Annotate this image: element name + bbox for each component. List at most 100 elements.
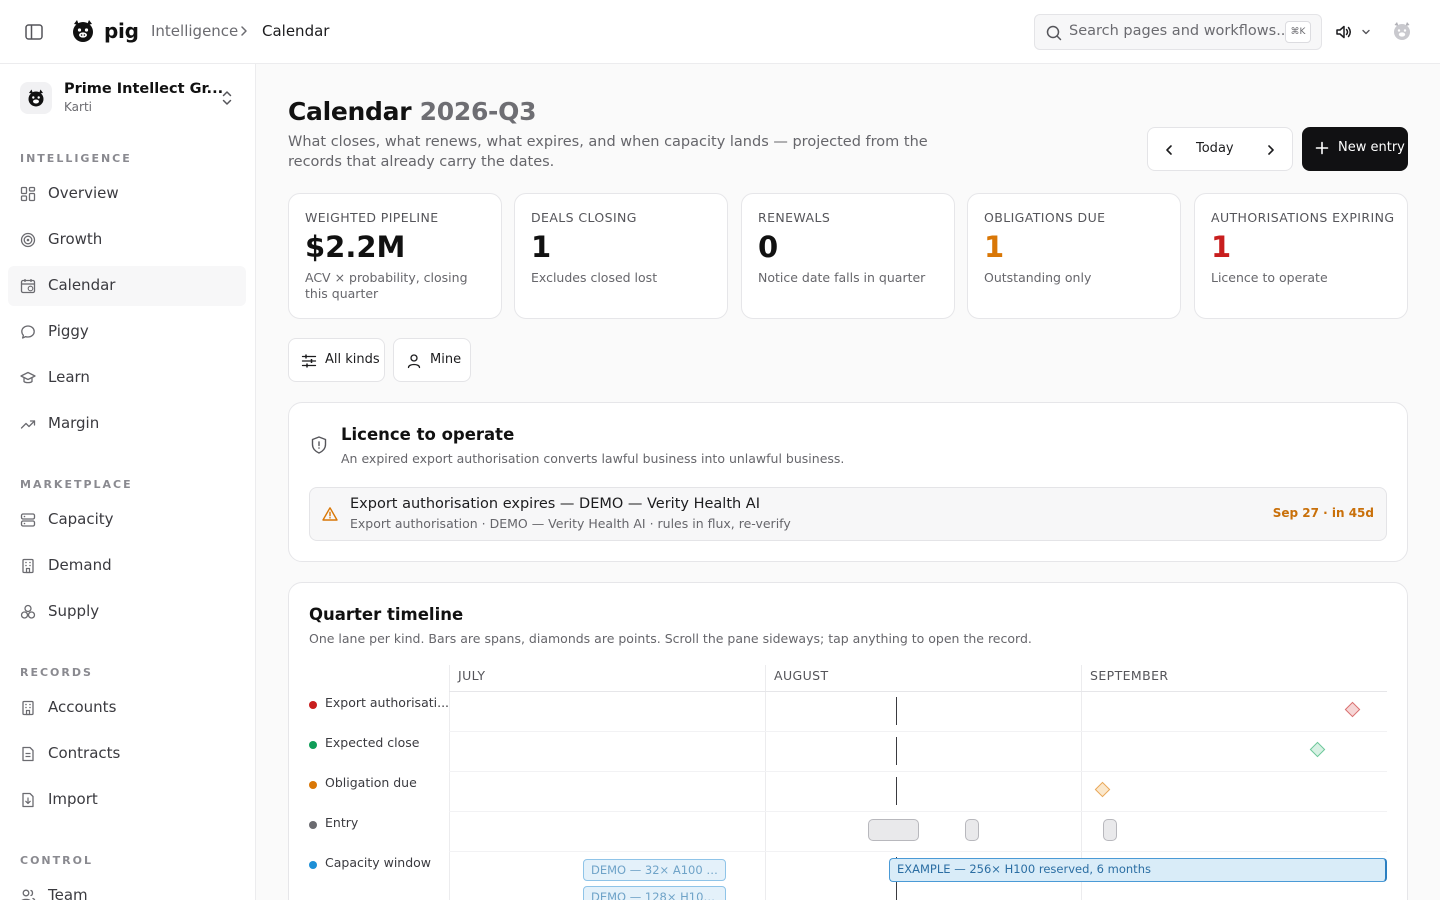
lane-divider — [449, 731, 1387, 732]
lane-capacity-window[interactable]: Capacity window — [309, 855, 439, 875]
chevron-down-icon[interactable] — [1360, 26, 1372, 38]
sliders-icon — [301, 353, 317, 369]
stat-card-authorisations-expiring: AUTHORISATIONS EXPIRING 1 Licence to ope… — [1194, 193, 1408, 319]
search-placeholder: Search pages and workflows... — [1069, 23, 1291, 39]
sidebar-item-import[interactable]: Import — [8, 780, 246, 820]
chevron-right-icon[interactable] — [1262, 141, 1280, 159]
breadcrumb-intelligence[interactable]: Intelligence — [151, 22, 239, 40]
lane-dot — [309, 701, 317, 709]
sidebar: Prime Intellect Gr... Karti INTELLIGENCE… — [0, 64, 256, 900]
sidebar-item-accounts[interactable]: Accounts — [8, 688, 246, 728]
document-icon — [20, 746, 36, 762]
plus-icon — [1315, 141, 1329, 155]
sidebar-item-label: Piggy — [48, 322, 89, 340]
search-icon — [1045, 24, 1063, 42]
search-input[interactable]: Search pages and workflows... ⌘K — [1034, 14, 1322, 50]
stat-label: DEALS CLOSING — [531, 210, 637, 225]
page-period: 2026-Q3 — [419, 97, 537, 126]
today-marker — [896, 777, 897, 805]
sidebar-item-overview[interactable]: Overview — [8, 174, 246, 214]
stat-value: 1 — [984, 230, 1005, 264]
pig-logo-icon[interactable] — [70, 18, 96, 44]
chevron-right-icon — [238, 24, 250, 38]
calendar-icon — [20, 278, 36, 294]
stat-note: Excludes closed lost — [531, 270, 658, 285]
section-label-control: CONTROL — [20, 854, 93, 867]
filter-all-kinds[interactable]: All kinds — [288, 338, 385, 382]
export-authorisation-point[interactable] — [1344, 701, 1361, 718]
month-label-september: SEPTEMBER — [1090, 668, 1169, 683]
lane-entry[interactable]: Entry — [309, 815, 439, 835]
trending-up-icon — [20, 416, 36, 432]
new-entry-button[interactable]: New entry — [1302, 127, 1408, 171]
month-divider — [765, 665, 766, 900]
stat-note: ACV × probability, closing this quarter — [305, 270, 468, 301]
sidebar-item-team[interactable]: Team — [8, 876, 246, 900]
org-avatar-icon — [20, 82, 52, 114]
filter-label: Mine — [430, 352, 462, 367]
capacity-bar[interactable]: EXAMPLE — 256× H100 reserved, 6 months — [889, 858, 1387, 882]
sidebar-item-supply[interactable]: Supply — [8, 592, 246, 632]
sidebar-item-learn[interactable]: Learn — [8, 358, 246, 398]
stat-card-renewals: RENEWALS 0 Notice date falls in quarter — [741, 193, 955, 319]
authorisation-alert-row[interactable]: Export authorisation expires — DEMO — Ve… — [309, 487, 1387, 541]
speaker-icon[interactable] — [1334, 22, 1354, 42]
section-label-intelligence: INTELLIGENCE — [20, 152, 132, 165]
sidebar-item-label: Supply — [48, 602, 100, 620]
sidebar-item-label: Overview — [48, 184, 119, 202]
licence-to-operate-card: Licence to operate An expired export aut… — [288, 402, 1408, 562]
lane-divider — [449, 851, 1387, 852]
stat-label: AUTHORISATIONS EXPIRING — [1211, 210, 1395, 225]
card-title: Licence to operate — [341, 425, 515, 444]
org-user: Karti — [64, 100, 92, 114]
capacity-bar[interactable]: DEMO — 128× H100 re... — [583, 886, 726, 900]
filter-mine[interactable]: Mine — [393, 338, 471, 382]
sidebar-item-label: Calendar — [48, 276, 116, 294]
month-divider — [1081, 665, 1082, 900]
lane-export-authorisation[interactable]: Export authorisati... — [309, 695, 449, 715]
sidebar-item-capacity[interactable]: Capacity — [8, 500, 246, 540]
search-shortcut: ⌘K — [1285, 21, 1311, 43]
sidebar-item-calendar[interactable]: Calendar — [8, 266, 246, 306]
lane-obligation-due[interactable]: Obligation due — [309, 775, 439, 795]
sidebar-item-label: Import — [48, 790, 98, 808]
sidebar-item-label: Learn — [48, 368, 90, 386]
sidebar-item-piggy[interactable]: Piggy — [8, 312, 246, 352]
today-button[interactable]: Today — [1196, 141, 1234, 156]
sidebar-item-contracts[interactable]: Contracts — [8, 734, 246, 774]
brand-name[interactable]: pig — [104, 19, 139, 43]
stat-note: Licence to operate — [1211, 270, 1328, 285]
obligation-due-point[interactable] — [1094, 781, 1111, 798]
entry-point[interactable] — [965, 819, 979, 841]
lane-expected-close[interactable]: Expected close — [309, 735, 439, 755]
alert-title: Export authorisation expires — DEMO — Ve… — [350, 496, 760, 512]
org-switcher[interactable]: Prime Intellect Gr... Karti — [20, 81, 244, 115]
sidebar-toggle-icon[interactable] — [22, 20, 46, 44]
org-name: Prime Intellect Gr... — [64, 81, 224, 97]
section-label-marketplace: MARKETPLACE — [20, 478, 133, 491]
top-bar: pig Intelligence Calendar Search pages a… — [0, 0, 1440, 64]
target-icon — [20, 232, 36, 248]
stat-label: RENEWALS — [758, 210, 831, 225]
quarter-timeline-card: Quarter timeline One lane per kind. Bars… — [288, 582, 1408, 900]
chevron-left-icon[interactable] — [1160, 141, 1178, 159]
sidebar-item-label: Team — [48, 886, 88, 900]
page-subtitle: What closes, what renews, what expires, … — [288, 134, 928, 170]
lane-label: Entry — [325, 815, 359, 830]
card-title: Quarter timeline — [309, 605, 464, 624]
shield-icon — [309, 435, 329, 455]
expected-close-point[interactable] — [1309, 741, 1326, 758]
stat-value: $2.2M — [305, 230, 406, 264]
stat-card-deals-closing: DEALS CLOSING 1 Excludes closed lost — [514, 193, 728, 319]
entry-point[interactable] — [1103, 819, 1117, 841]
grid-icon — [20, 186, 36, 202]
user-avatar-icon[interactable] — [1391, 20, 1413, 42]
sidebar-item-growth[interactable]: Growth — [8, 220, 246, 260]
sidebar-item-label: Demand — [48, 556, 112, 574]
entry-span[interactable] — [868, 819, 919, 841]
capacity-bar[interactable]: DEMO — 32× A100 bur... — [583, 859, 726, 881]
boxes-icon — [20, 604, 36, 620]
graduation-cap-icon — [20, 370, 36, 386]
sidebar-item-demand[interactable]: Demand — [8, 546, 246, 586]
sidebar-item-margin[interactable]: Margin — [8, 404, 246, 444]
